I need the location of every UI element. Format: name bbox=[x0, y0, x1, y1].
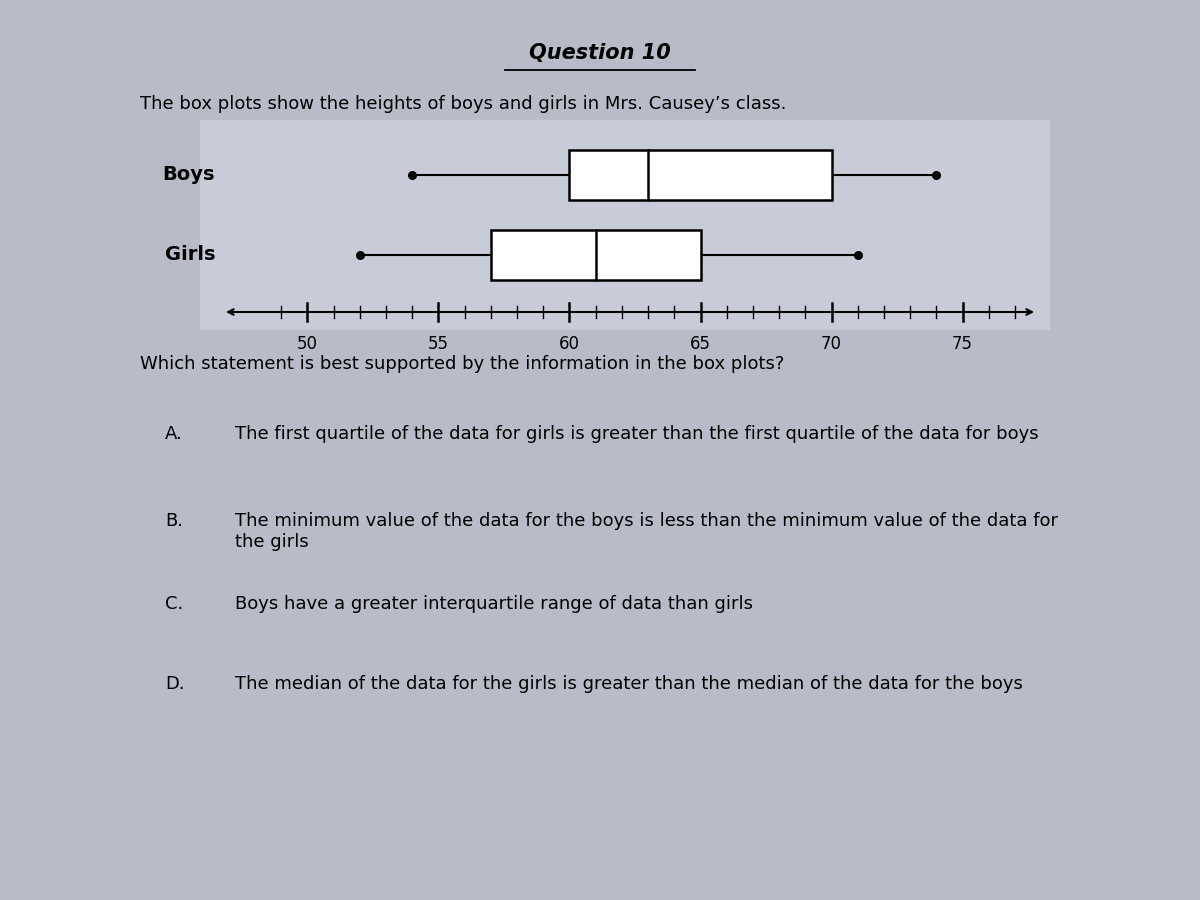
Text: Boys have a greater interquartile range of data than girls: Boys have a greater interquartile range … bbox=[235, 595, 754, 613]
Bar bbox=[491, 230, 701, 280]
Text: Question 10: Question 10 bbox=[529, 43, 671, 63]
Text: 75: 75 bbox=[952, 335, 973, 353]
Text: 65: 65 bbox=[690, 335, 712, 353]
Text: A.: A. bbox=[166, 425, 182, 443]
Text: 60: 60 bbox=[559, 335, 580, 353]
Text: B.: B. bbox=[166, 512, 182, 530]
Bar bbox=[570, 150, 832, 200]
Text: C.: C. bbox=[166, 595, 184, 613]
Text: Boys: Boys bbox=[162, 166, 215, 184]
Text: 50: 50 bbox=[296, 335, 318, 353]
Bar bbox=[200, 120, 1050, 330]
Text: The box plots show the heights of boys and girls in Mrs. Causey’s class.: The box plots show the heights of boys a… bbox=[140, 95, 786, 113]
Text: 70: 70 bbox=[821, 335, 842, 353]
Text: The minimum value of the data for the boys is less than the minimum value of the: The minimum value of the data for the bo… bbox=[235, 512, 1058, 551]
Text: Girls: Girls bbox=[164, 246, 215, 265]
Text: 55: 55 bbox=[428, 335, 449, 353]
Text: Which statement is best supported by the information in the box plots?: Which statement is best supported by the… bbox=[140, 355, 785, 373]
Text: The first quartile of the data for girls is greater than the first quartile of t: The first quartile of the data for girls… bbox=[235, 425, 1039, 443]
Text: The median of the data for the girls is greater than the median of the data for : The median of the data for the girls is … bbox=[235, 675, 1022, 693]
Text: D.: D. bbox=[166, 675, 185, 693]
